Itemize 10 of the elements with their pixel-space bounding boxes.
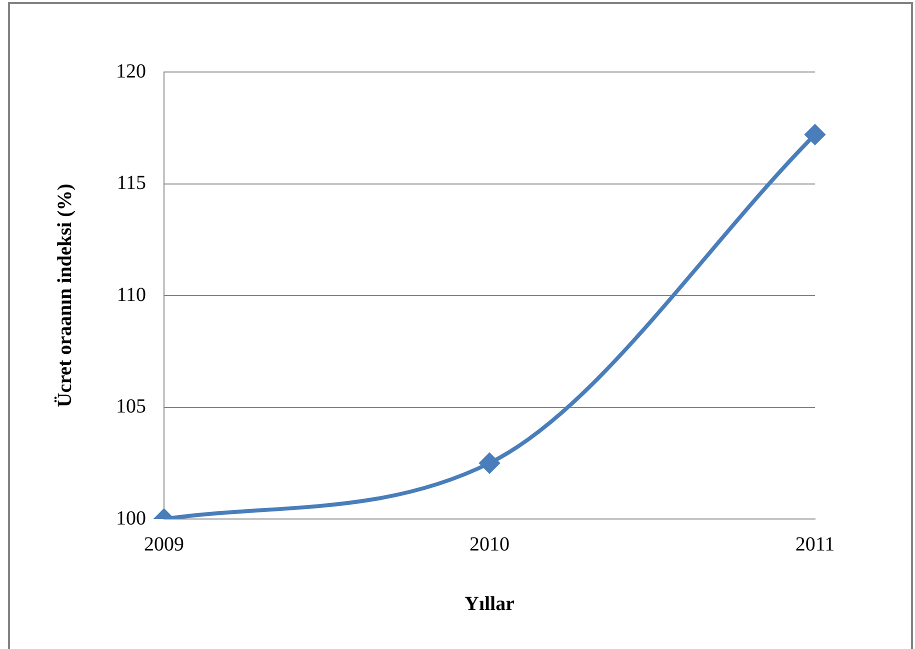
x-tick-label: 2010 [470, 533, 510, 556]
y-tick-label: 105 [116, 396, 146, 418]
y-tick-label: 120 [116, 60, 146, 82]
y-tick-label: 115 [116, 172, 146, 194]
x-tick-label: 2011 [795, 533, 835, 556]
y-tick-label: 100 [116, 507, 146, 530]
y-axis-title: Ücret oraanın indeksi (%) [54, 184, 76, 408]
y-tick-label: 110 [116, 284, 146, 306]
x-axis-title: Yıllar [464, 593, 515, 616]
x-tick-label: 2009 [144, 533, 184, 556]
